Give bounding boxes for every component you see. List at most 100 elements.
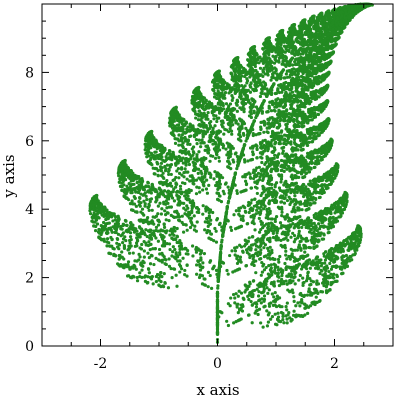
fern-point <box>284 314 288 318</box>
fern-point <box>138 255 142 259</box>
fern-point <box>174 273 178 277</box>
fern-point <box>278 254 282 259</box>
fern-point <box>320 269 324 273</box>
fern-point <box>315 228 319 233</box>
fern-point <box>105 244 109 248</box>
fern-point <box>223 91 228 95</box>
fern-point <box>233 249 238 253</box>
fern-point <box>195 153 199 157</box>
fern-point <box>161 171 165 175</box>
fern-point <box>140 207 145 211</box>
fern-point <box>199 249 204 253</box>
fern-point <box>206 270 211 274</box>
fern-point <box>264 265 268 270</box>
fern-point <box>302 243 306 247</box>
fern-point <box>148 200 152 204</box>
fern-point <box>306 270 310 274</box>
fern-point <box>178 184 183 188</box>
fern-point <box>217 155 221 160</box>
fern-point <box>204 216 209 221</box>
fern-point <box>284 142 288 146</box>
fern-point <box>175 169 179 173</box>
fern-point <box>292 233 297 238</box>
fern-point <box>296 301 300 305</box>
fern-point <box>271 195 275 199</box>
fern-point <box>194 178 199 182</box>
fern-point <box>187 162 191 167</box>
fern-point <box>299 164 303 168</box>
fern-point <box>107 226 111 231</box>
fern-point <box>321 281 325 285</box>
fern-point <box>301 276 305 280</box>
fern-point <box>259 301 263 305</box>
fern-point <box>151 282 155 286</box>
fern-point <box>178 247 182 251</box>
fern-point <box>206 285 210 289</box>
fern-point <box>175 284 179 288</box>
scatter-points-group <box>88 2 374 344</box>
fern-point <box>147 154 151 158</box>
fern-point <box>135 275 139 280</box>
fern-point <box>273 217 277 221</box>
fern-point <box>233 296 237 300</box>
fern-point <box>306 253 310 257</box>
fern-point <box>206 110 210 115</box>
fern-point <box>171 245 175 249</box>
fern-point <box>295 115 299 120</box>
fern-point <box>235 154 240 159</box>
fern-point <box>188 134 192 139</box>
fern-point <box>297 244 301 248</box>
fern-point <box>306 121 310 125</box>
fern-point <box>248 90 253 94</box>
fern-point <box>226 185 230 189</box>
fern-point <box>222 132 226 136</box>
fern-point <box>158 201 162 205</box>
fern-point <box>207 211 211 215</box>
fern-point <box>262 246 266 250</box>
fern-point <box>194 137 199 142</box>
fern-point <box>237 132 241 137</box>
fern-point <box>282 201 287 205</box>
fern-point <box>280 210 284 214</box>
fern-point <box>287 195 291 199</box>
fern-point <box>192 182 196 186</box>
fern-point <box>180 214 184 218</box>
fern-point <box>106 231 110 235</box>
fern-point <box>198 252 202 256</box>
fern-point <box>197 186 201 190</box>
fern-point <box>133 259 137 263</box>
fern-point <box>267 304 272 308</box>
fern-point <box>271 54 275 58</box>
fern-point <box>237 289 241 293</box>
fern-point <box>286 238 290 242</box>
fern-point <box>201 261 205 265</box>
fern-point <box>271 231 275 235</box>
fern-point <box>136 233 141 237</box>
fern-point <box>224 113 228 118</box>
fern-point <box>265 309 269 313</box>
fern-point <box>215 119 219 124</box>
fern-point <box>148 247 152 252</box>
fern-point <box>180 173 184 177</box>
fern-point <box>193 224 197 228</box>
fern-point <box>253 197 257 201</box>
fern-point <box>234 292 238 296</box>
fern-point <box>247 297 251 302</box>
fern-point <box>269 226 274 230</box>
fern-point <box>150 208 154 212</box>
fern-point <box>273 268 277 272</box>
fern-point <box>312 221 316 225</box>
fern-point <box>291 231 295 235</box>
fern-point <box>329 267 334 271</box>
fern-point <box>252 111 256 115</box>
fern-point <box>213 124 217 128</box>
fern-point <box>292 205 296 209</box>
fern-point <box>289 142 293 146</box>
fern-point <box>285 301 289 305</box>
fern-point <box>162 189 167 193</box>
fern-point <box>256 312 260 317</box>
fern-point <box>194 192 199 196</box>
fern-point <box>196 260 200 264</box>
fern-point <box>245 287 249 291</box>
fern-point <box>170 276 174 280</box>
